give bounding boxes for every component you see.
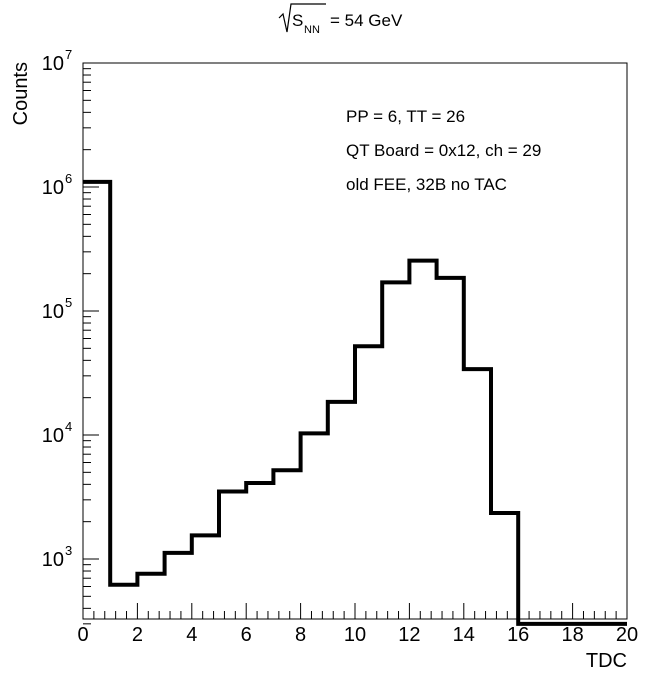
svg-text:3: 3: [65, 543, 72, 558]
x-tick-label: 8: [295, 624, 306, 646]
svg-text:10: 10: [42, 177, 64, 199]
chart-title: S NN = 54 GeV: [278, 3, 403, 36]
y-tick-label: 10 7: [42, 47, 72, 75]
svg-text:7: 7: [65, 47, 72, 62]
title-subscript: NN: [304, 24, 320, 36]
x-axis-title: TDC: [586, 650, 627, 672]
x-tick-label: 6: [241, 624, 252, 646]
y-tick-label: 10 4: [42, 419, 72, 447]
x-tick-labels: 0 2 4 6 8 10 12 14 16 18 20: [77, 624, 638, 646]
y-tick-label: 10 5: [42, 295, 72, 323]
title-suffix: = 54 GeV: [330, 11, 403, 30]
svg-text:10: 10: [42, 425, 64, 447]
x-tick-label: 12: [398, 624, 420, 646]
axis-ticks: [82, 62, 628, 625]
svg-text:4: 4: [65, 419, 72, 434]
x-tick-label: 2: [132, 624, 143, 646]
x-tick-label: 18: [561, 624, 583, 646]
annotation-pp-tt: PP = 6, TT = 26: [346, 107, 465, 126]
svg-text:10: 10: [42, 53, 64, 75]
annotation-fee: old FEE, 32B no TAC: [346, 175, 507, 194]
x-tick-label: 0: [77, 624, 88, 646]
x-tick-label: 20: [616, 624, 638, 646]
annotation-qt-board: QT Board = 0x12, ch = 29: [346, 141, 541, 160]
svg-text:6: 6: [65, 171, 72, 186]
x-tick-label: 10: [344, 624, 366, 646]
sqrt-symbol: [278, 3, 326, 33]
histogram-line: [83, 179, 627, 626]
y-axis-title: Counts: [10, 62, 32, 125]
svg-text:5: 5: [65, 295, 72, 310]
title-radicand: S: [292, 11, 303, 30]
x-tick-label: 4: [186, 624, 197, 646]
x-tick-label: 14: [453, 624, 475, 646]
x-tick-label: 16: [507, 624, 529, 646]
y-tick-label: 10 6: [42, 171, 72, 199]
svg-text:10: 10: [42, 301, 64, 323]
svg-text:10: 10: [42, 549, 64, 571]
y-tick-label: 10 3: [42, 543, 72, 571]
